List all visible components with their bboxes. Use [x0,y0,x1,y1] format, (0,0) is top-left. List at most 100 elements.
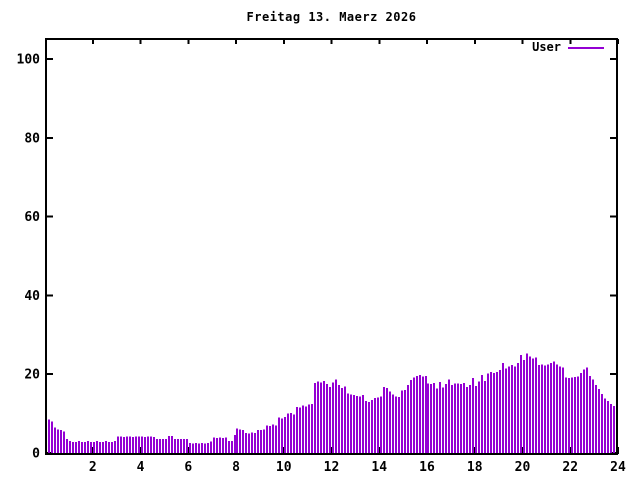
data-bar [568,378,570,454]
data-bar [436,388,438,454]
data-bar [404,389,406,454]
data-bar [439,382,441,454]
data-bar [550,363,552,454]
data-bar [242,430,244,454]
x-tick-label: 6 [184,460,192,475]
data-bar [344,386,346,454]
data-bar [574,376,576,454]
data-bar [132,437,134,454]
data-bar [517,363,519,454]
data-bar [451,385,453,454]
data-bar [326,384,328,454]
data-bar [96,441,98,454]
data-bar [114,441,116,454]
data-bar [219,437,221,454]
data-bar [338,384,340,454]
data-bar [162,438,164,454]
data-bar [395,396,397,454]
data-bar [359,396,361,454]
data-bar [296,406,298,454]
data-bar [245,432,247,454]
data-bar [610,404,612,454]
data-bar [236,428,238,454]
data-bar [565,377,567,454]
data-bar [547,364,549,454]
data-bar [75,441,77,454]
data-bar [320,382,322,454]
data-bar [263,429,265,454]
data-bar [478,381,480,454]
data-bar [487,373,489,454]
data-bar [129,436,131,454]
data-bar [156,438,158,454]
y-tick-label: 20 [24,368,40,383]
data-bar [63,431,65,454]
data-bar [311,403,313,454]
data-bar [90,441,92,454]
data-bar [368,402,370,454]
y-tick-label: 100 [17,53,41,68]
data-bar [541,364,543,454]
data-bar [228,441,230,454]
data-bar [595,385,597,454]
data-bar [87,441,89,454]
data-bar [183,438,185,454]
data-bar [613,406,615,454]
data-bar [257,429,259,454]
x-tick-label: 22 [562,460,578,475]
data-bar [577,376,579,454]
data-bar [195,443,197,454]
data-bar [108,441,110,454]
x-tick-label: 10 [276,460,292,475]
data-bar [538,365,540,454]
data-bar [299,407,301,454]
data-bar [365,400,367,454]
data-bar [362,395,364,454]
data-bar [535,357,537,454]
data-bar [553,361,555,454]
data-bar [592,379,594,454]
data-bar [413,377,415,454]
data-bar [484,380,486,454]
data-bar [293,414,295,454]
data-bar [427,383,429,454]
data-bar [469,385,471,454]
data-bar [305,406,307,454]
x-tick-label: 18 [467,460,483,475]
data-bar [117,436,119,454]
data-bar [430,384,432,454]
data-bar [505,368,507,454]
data-bar [308,404,310,454]
data-bar [586,367,588,454]
x-tick-label: 24 [610,460,626,475]
data-bar [239,429,241,454]
data-bar [502,363,504,454]
data-bar [493,373,495,454]
data-bar [204,443,206,454]
data-bar [392,394,394,454]
data-bar [225,437,227,454]
data-bar [60,430,62,454]
data-bar [302,405,304,454]
data-bar [380,396,382,454]
data-bar [54,427,56,454]
data-bar [425,375,427,454]
data-bar [448,379,450,454]
data-bar [51,421,53,454]
data-bar [102,441,104,454]
data-bar [126,436,128,454]
data-bar [410,380,412,454]
data-bar [416,375,418,454]
data-bar [407,385,409,454]
data-bar [135,436,137,454]
data-bar [171,436,173,454]
data-bar [445,384,447,454]
data-bar [601,393,603,454]
data-bar [147,436,149,454]
data-bar [454,383,456,454]
data-bar [389,391,391,454]
data-bar [234,434,236,454]
data-bar [269,426,271,454]
data-bar [332,382,334,454]
